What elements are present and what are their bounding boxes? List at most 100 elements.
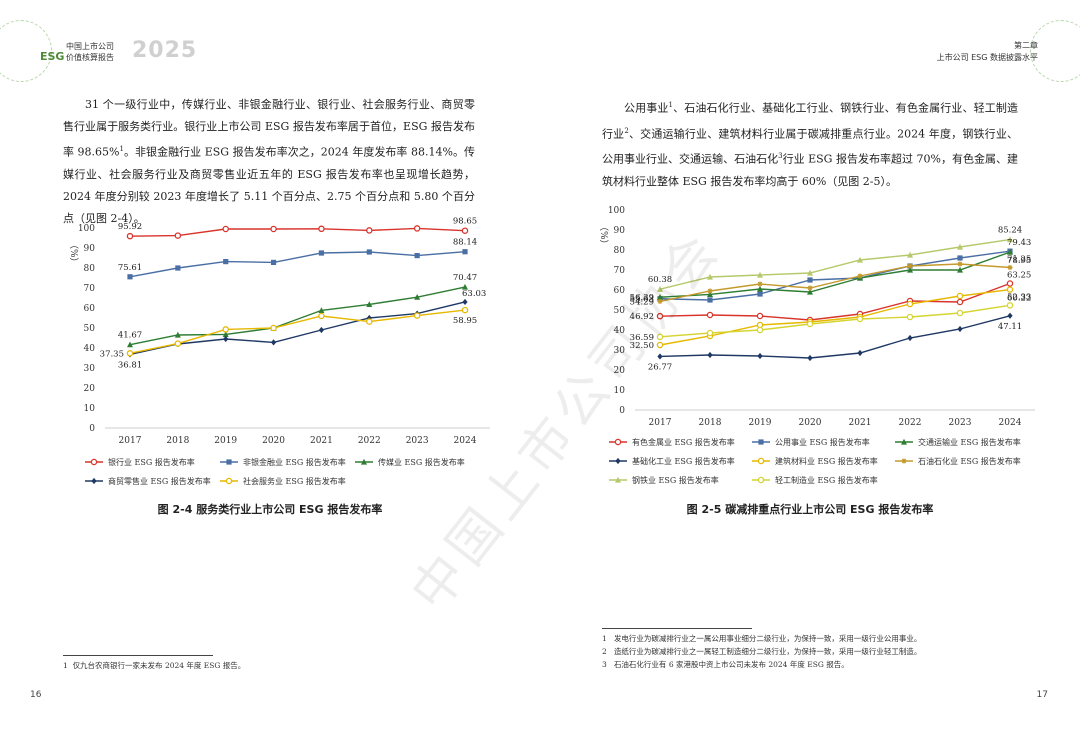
data-point — [857, 273, 863, 279]
right-paragraph-part4: 行业 ESG 报告发布率超过 70%，有色金属、建筑材料行业整体 ESG 报告发… — [602, 152, 1018, 188]
y-tick-label: 0 — [89, 424, 95, 434]
left-paragraph-part2: 。非银金融行业 ESG 报告发布率次之，2024 年度发布率 88.14%。传媒… — [63, 145, 475, 225]
data-point — [907, 334, 913, 342]
legend-marker — [90, 458, 98, 466]
data-point — [706, 329, 714, 337]
data-point — [757, 281, 763, 287]
footnote-ref-1: 1 — [668, 101, 673, 109]
data-label: 36.59 — [630, 333, 654, 343]
series-line — [129, 309, 466, 354]
data-label: 63.25 — [1007, 271, 1031, 281]
data-point — [857, 256, 863, 263]
data-point — [757, 352, 763, 360]
data-point — [756, 312, 764, 320]
legend-marker — [226, 459, 232, 465]
data-point — [907, 263, 913, 269]
data-point — [1007, 312, 1013, 319]
data-point — [807, 269, 813, 276]
data-point — [366, 301, 373, 307]
data-point — [318, 225, 325, 233]
x-tick-label: 2018 — [699, 418, 722, 428]
footnote-divider — [63, 655, 213, 656]
legend-marker — [225, 477, 233, 485]
data-label: 54.29 — [630, 297, 654, 307]
data-label: 47.11 — [998, 322, 1022, 332]
data-point — [174, 331, 181, 338]
data-point — [757, 271, 763, 278]
data-point — [957, 325, 963, 333]
y-tick-label: 90 — [614, 226, 626, 236]
x-tick-label: 2017 — [649, 418, 672, 428]
legend-item: 银行业 ESG 报告发布率 — [108, 457, 195, 467]
page-number-left: 16 — [30, 690, 42, 700]
y-axis-label: （%） — [598, 222, 609, 249]
data-point — [656, 333, 664, 341]
legend-marker — [758, 439, 764, 445]
left-body-text: 31 个一级行业中，传媒行业、非银金融行业、银行业、社会服务行业、商贸零售行业属… — [63, 94, 475, 230]
data-label: 63.03 — [462, 289, 486, 299]
data-point — [856, 315, 864, 323]
data-point — [756, 326, 764, 334]
x-tick-label: 2021 — [310, 436, 333, 446]
data-point — [1007, 236, 1013, 243]
data-label: 36.81 — [118, 360, 142, 370]
data-point — [127, 274, 133, 280]
chapter-number: 第二章 — [1014, 41, 1038, 50]
data-point — [461, 227, 469, 234]
data-point — [222, 225, 229, 233]
legend-item: 社会服务业 ESG 报告发布率 — [243, 476, 346, 486]
data-point — [366, 249, 372, 255]
legend-marker — [91, 477, 97, 485]
data-point — [270, 259, 277, 265]
right-paragraph-part2: 、石油石化行业、基础化工行业、钢铁行业、有色金属行业、轻工制造行业 — [602, 101, 1019, 141]
data-point — [414, 294, 421, 300]
data-point — [707, 273, 713, 280]
right-paragraph-part3: 、交通运输行业、建筑材料行业属于碳减排重点行业。2024 年度，钢铁行业、公用事… — [602, 127, 1019, 166]
right-paragraph-part1: 公用事业 — [624, 101, 669, 115]
legend-marker — [901, 458, 907, 464]
footnote-divider-right — [602, 628, 752, 629]
data-point — [957, 261, 963, 267]
legend-marker — [757, 476, 765, 484]
data-point — [366, 318, 373, 325]
data-point — [462, 283, 468, 290]
data-label: 95.92 — [118, 222, 142, 232]
y-tick-label: 0 — [619, 406, 625, 416]
data-point — [657, 294, 663, 300]
data-point — [318, 250, 325, 256]
y-tick-label: 60 — [614, 286, 626, 296]
data-point — [270, 225, 277, 233]
data-label: 46.92 — [630, 312, 654, 322]
series-line — [129, 227, 466, 237]
series-line — [659, 288, 1011, 346]
y-tick-label: 70 — [614, 266, 626, 276]
data-point — [807, 277, 813, 283]
footnote-ref-3: 3 — [778, 152, 783, 161]
series-line — [129, 301, 466, 356]
header-title-line1: 中国上市公司 — [66, 42, 114, 51]
header-deco-circle — [0, 20, 52, 82]
data-point — [956, 309, 964, 317]
data-point — [222, 331, 229, 337]
y-tick-label: 90 — [84, 244, 96, 254]
data-point — [461, 306, 469, 314]
series-line — [659, 282, 1011, 321]
footnote-ref: 1 — [119, 145, 124, 153]
data-point — [366, 227, 373, 234]
x-tick-label: 2019 — [749, 418, 772, 428]
x-tick-label: 2019 — [214, 436, 237, 446]
data-point — [126, 232, 134, 240]
legend-item: 传媒业 ESG 报告发布率 — [378, 457, 465, 467]
header-deco-circle-right — [1030, 20, 1080, 82]
legend-marker — [361, 458, 367, 465]
data-point — [907, 266, 913, 273]
data-point — [956, 292, 964, 300]
series-line — [659, 304, 1011, 338]
data-point — [906, 313, 914, 321]
data-point — [1007, 248, 1013, 255]
data-point — [223, 335, 229, 343]
data-point — [1006, 280, 1014, 287]
left-page: ESG 中国上市公司 价值核算报告 2025 31 个一级行业中，传媒行业、非银… — [0, 20, 490, 700]
y-tick-label: 70 — [84, 284, 96, 294]
series-line — [659, 250, 1011, 301]
